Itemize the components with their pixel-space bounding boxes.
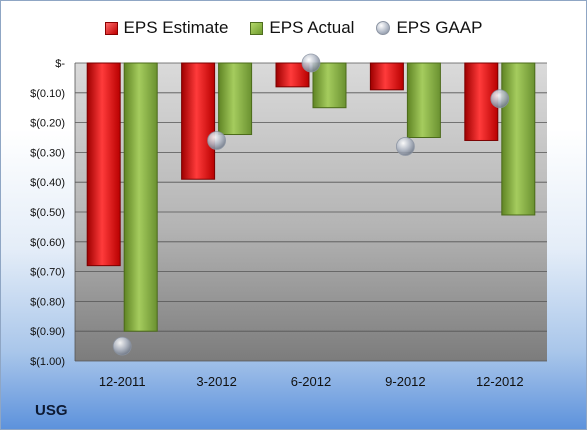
- legend-item-eps-gaap: EPS GAAP: [376, 18, 482, 38]
- y-tick-label: $(0.40): [30, 177, 65, 189]
- eps-gaap-marker: [207, 131, 227, 150]
- eps-gaap-marker: [112, 336, 132, 356]
- legend-item-eps-estimate: EPS Estimate: [104, 18, 229, 38]
- gaap-markers: [112, 53, 510, 356]
- x-tick-label: 3-2012: [196, 374, 236, 389]
- legend-label-eps-estimate: EPS Estimate: [123, 18, 229, 37]
- y-tick-label: $(0.60): [30, 237, 65, 249]
- chart-legend: EPS Estimate EPS Actual EPS GAAP: [1, 18, 586, 38]
- eps-estimate-bar: [86, 62, 121, 267]
- eps-gaap-marker: [490, 89, 510, 109]
- eps-actual-bar: [123, 62, 158, 332]
- y-tick-label: $(0.30): [30, 147, 65, 159]
- eps-estimate-swatch: [104, 21, 118, 35]
- y-tick-label: $(0.90): [30, 326, 65, 338]
- eps-estimate-bar: [369, 62, 404, 91]
- y-tick-label: $(0.10): [30, 88, 65, 100]
- x-axis: 12-2011 3-2012 6-2012 9-2012 12-2012: [99, 374, 524, 389]
- y-tick-label: $(0.20): [30, 118, 65, 130]
- y-axis: $- $(0.10) $(0.20) $(0.30) $(0.40) $(0.50) $(0…: [30, 58, 65, 368]
- company-ticker: USG: [35, 402, 68, 419]
- x-tick-label: 12-2011: [99, 374, 146, 389]
- eps-gaap-swatch: [376, 21, 391, 35]
- y-tick-label: $(1.00): [30, 356, 65, 368]
- bars: [86, 62, 536, 332]
- eps-actual-swatch: [250, 21, 264, 35]
- eps-estimate-bar: [181, 62, 216, 180]
- eps-actual-bar: [218, 62, 253, 136]
- y-tick-label: $(0.80): [30, 296, 65, 308]
- y-tick-label: $-: [55, 58, 65, 70]
- legend-label-eps-gaap: EPS GAAP: [396, 18, 483, 37]
- x-tick-label: 9-2012: [385, 374, 425, 389]
- x-tick-label: 6-2012: [291, 374, 331, 389]
- eps-actual-bar: [501, 62, 536, 216]
- eps-gaap-marker: [395, 137, 415, 156]
- y-tick-label: $(0.50): [30, 207, 65, 219]
- x-tick-label: 12-2012: [476, 374, 524, 389]
- legend-item-eps-actual: EPS Actual: [250, 18, 354, 38]
- eps-actual-bar: [312, 62, 347, 109]
- eps-actual-bar: [406, 62, 441, 138]
- legend-label-eps-actual: EPS Actual: [269, 18, 355, 37]
- eps-estimate-bar: [275, 62, 310, 88]
- eps-gaap-marker: [301, 53, 321, 73]
- y-tick-label: $(0.70): [30, 267, 65, 279]
